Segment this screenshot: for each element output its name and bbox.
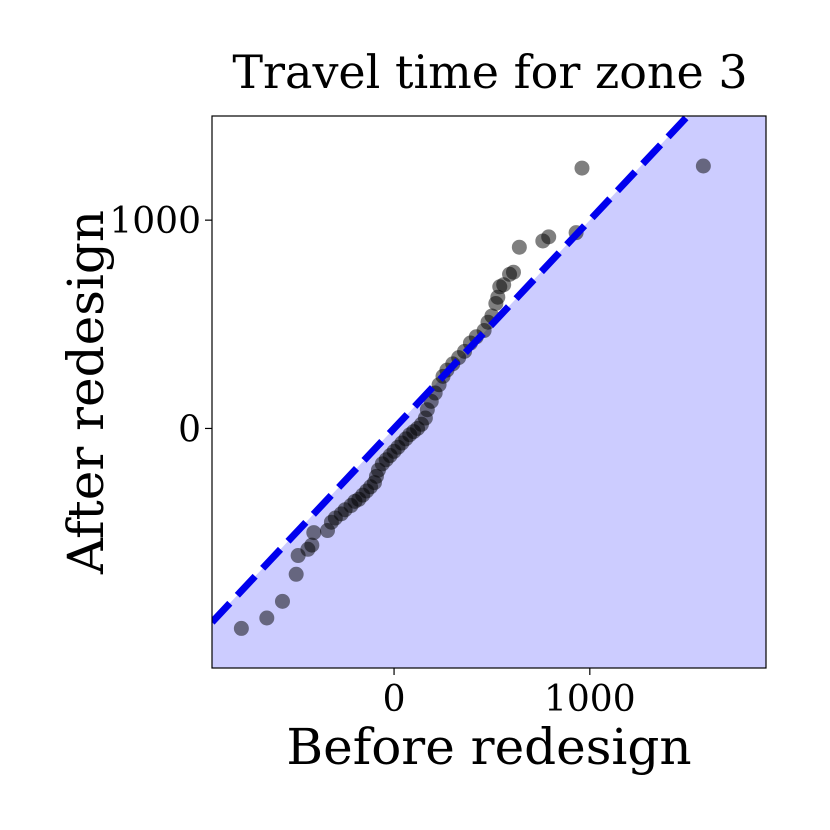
y-tick-label: 1000 [109, 201, 201, 242]
x-axis-ticks: 0 1000 [383, 668, 636, 720]
scatter-point [505, 264, 521, 280]
x-tick-label: 1000 [544, 679, 636, 720]
scatter-point [233, 620, 249, 636]
reference-line-y-equals-x [212, 116, 691, 625]
shaded-region-below-diagonal [212, 116, 766, 668]
chart-title: Travel time for zone 3 [232, 45, 747, 99]
plot-area [211, 115, 767, 669]
scatter-point [288, 566, 304, 582]
y-tick-label: 0 [178, 409, 201, 450]
plot-frame [211, 115, 767, 669]
scatter-point [541, 229, 557, 245]
y-axis-ticks: 0 1000 [109, 201, 212, 450]
scatter-point [274, 593, 290, 609]
x-axis-label: Before redesign [286, 718, 691, 776]
scatter-point [574, 160, 590, 176]
scatter-point [304, 537, 320, 553]
scatter-point [259, 610, 275, 626]
x-tick-label: 0 [383, 679, 406, 720]
scatter-point [695, 158, 711, 174]
y-axis-label: After redesign [57, 210, 115, 575]
scatter-point [511, 239, 527, 255]
scatter-point [306, 525, 322, 541]
